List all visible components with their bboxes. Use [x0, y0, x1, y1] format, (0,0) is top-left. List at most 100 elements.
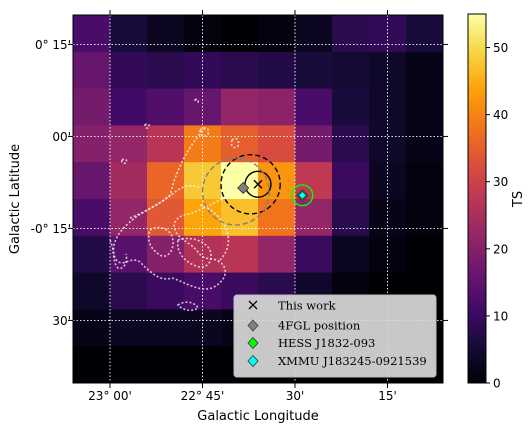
radio-shell-contour — [199, 127, 210, 137]
colorbar-tick-label: 30 — [493, 175, 508, 189]
heatmap-cell — [221, 199, 259, 237]
heatmap-cell — [332, 199, 370, 237]
heatmap-cell — [110, 346, 148, 383]
heatmap-cell — [73, 235, 111, 274]
heatmap-cell — [73, 125, 111, 163]
heatmap-cell — [406, 125, 443, 163]
heatmap-cell — [258, 88, 296, 126]
heatmap-cell — [73, 309, 111, 347]
heatmap-cell — [73, 199, 111, 237]
x-tick-label: 30' — [286, 389, 305, 403]
heatmap-cell — [295, 199, 333, 237]
legend: This work 4FGL position HESS J1832-093 X… — [233, 294, 437, 378]
radio-shell-contour — [147, 226, 174, 257]
legend-box — [233, 294, 437, 378]
colorbar: 0 10 20 30 40 50 TS — [467, 13, 526, 391]
heatmap-cell — [258, 235, 296, 274]
x-tick-label: 22° 45' — [181, 389, 225, 403]
colorbar-tick-label: 40 — [493, 108, 508, 122]
heatmap-cell — [110, 88, 148, 126]
legend-entry-4fgl: 4FGL position — [247, 319, 361, 333]
radio-shell-contour — [176, 237, 212, 268]
legend-entry-hess: HESS J1832-093 — [247, 336, 375, 350]
heatmap-cell — [332, 235, 370, 274]
x-tick-label: 23° 00' — [88, 389, 132, 403]
colorbar-tick-label: 10 — [493, 309, 508, 323]
heatmap-cell — [295, 15, 333, 53]
legend-entry-this-work: This work — [248, 299, 337, 313]
heatmap-cell — [73, 346, 111, 383]
heatmap-cell — [332, 15, 370, 53]
legend-entry-xmmu: XMMU J183245-0921539 — [247, 354, 427, 368]
heatmap-cell — [221, 15, 259, 53]
svg-text:HESS J1832-093: HESS J1832-093 — [278, 336, 375, 350]
diamond-marker — [237, 181, 250, 195]
svg-text:This work: This work — [278, 299, 337, 313]
colorbar-gradient — [467, 13, 487, 384]
colorbar-tick-label: 50 — [493, 41, 508, 55]
source-markers — [237, 179, 309, 202]
heatmap-cell — [258, 162, 296, 200]
heatmap-cell — [295, 51, 333, 90]
radio-shell-contour — [112, 127, 231, 290]
heatmap-cell — [73, 272, 111, 310]
radio-shell-contour — [120, 158, 128, 165]
y-axis-label: Galactic Latitude — [8, 144, 23, 254]
heatmap-cell — [258, 199, 296, 237]
heatmap-cell — [110, 309, 148, 347]
radio-shell-contour — [109, 239, 128, 270]
heatmap-cell — [110, 15, 148, 53]
heatmap-cell — [110, 125, 148, 163]
diamond-marker-icon — [247, 336, 259, 350]
heatmap-cell — [258, 125, 296, 163]
heatmap-cell — [73, 51, 111, 90]
contour-circle — [201, 157, 270, 226]
radio-shell-contour — [230, 137, 240, 149]
y-tick-label: 00' — [52, 130, 71, 144]
heatmap-cell — [332, 125, 370, 163]
heatmap-cell — [406, 235, 443, 274]
heatmap-cell — [406, 15, 443, 53]
heatmap-cell — [147, 199, 185, 237]
heatmap-cell — [221, 235, 259, 274]
colorbar-tick-label: 20 — [493, 242, 508, 256]
localization-contours — [201, 153, 314, 226]
heatmap-cell — [406, 51, 443, 90]
heatmap-cell — [110, 51, 148, 90]
colorbar-label: TS — [511, 191, 526, 208]
heatmap-cell — [221, 88, 259, 126]
heatmap-cell — [406, 88, 443, 126]
heatmap-cell — [332, 88, 370, 126]
heatmap-cell — [406, 199, 443, 237]
heatmap-cell — [258, 15, 296, 53]
contour-circle — [220, 153, 281, 215]
radio-shell-contour — [129, 185, 201, 219]
heatmap-cell — [147, 346, 185, 383]
svg-text:XMMU J183245-0921539: XMMU J183245-0921539 — [278, 354, 427, 368]
heatmap-cell — [406, 162, 443, 200]
heatmap-cell — [147, 125, 185, 163]
diamond-marker — [297, 190, 307, 200]
heatmap-cell — [110, 162, 148, 200]
radio-shell-contour — [193, 98, 200, 104]
radio-shell-contour — [199, 204, 230, 263]
y-tick-label: 0° 15' — [35, 38, 71, 52]
heatmap-cell — [295, 88, 333, 126]
heatmap-cell — [147, 51, 185, 90]
heatmap-cell — [73, 15, 111, 53]
colorbar-tick-label: 0 — [493, 377, 501, 391]
heatmap-cell — [184, 309, 222, 347]
y-tick-label: 30' — [52, 314, 71, 328]
heatmap-cell — [110, 199, 148, 237]
contour-circle — [291, 184, 314, 207]
x-tick-label: 15' — [378, 389, 397, 403]
heatmap-cell — [110, 272, 148, 310]
x-axis-label: Galactic Longitude — [197, 409, 318, 424]
heatmap-cell — [147, 309, 185, 347]
axis-ticks: 23° 00' 22° 45' 30' 15' 0° 15' 00' -0° 15' 30' — [31, 10, 448, 403]
heatmap-cell — [147, 235, 185, 274]
heatmap-cell — [110, 235, 148, 274]
plot-frame — [72, 14, 444, 384]
heatmap-cell — [295, 235, 333, 274]
heatmap-cell — [147, 88, 185, 126]
